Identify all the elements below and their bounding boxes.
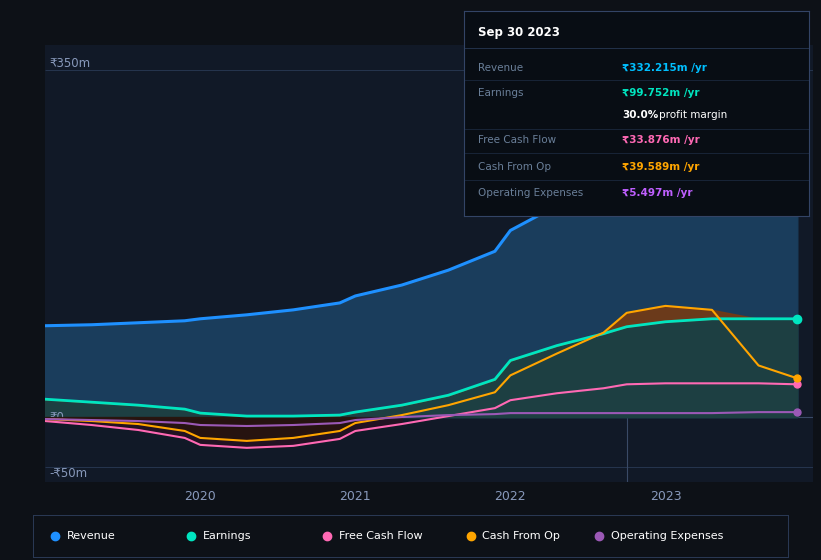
Text: Revenue: Revenue: [478, 63, 523, 73]
Text: Free Cash Flow: Free Cash Flow: [339, 531, 422, 541]
Text: Operating Expenses: Operating Expenses: [611, 531, 723, 541]
Text: Revenue: Revenue: [67, 531, 116, 541]
Text: ₹350m: ₹350m: [49, 57, 90, 69]
Text: ₹39.589m /yr: ₹39.589m /yr: [622, 161, 699, 171]
Text: ₹5.497m /yr: ₹5.497m /yr: [622, 188, 693, 198]
Text: 30.0%: 30.0%: [622, 110, 658, 120]
Text: Earnings: Earnings: [203, 531, 251, 541]
Text: Cash From Op: Cash From Op: [482, 531, 560, 541]
Text: Free Cash Flow: Free Cash Flow: [478, 135, 556, 145]
Text: ₹332.215m /yr: ₹332.215m /yr: [622, 63, 708, 73]
Text: profit margin: profit margin: [658, 110, 727, 120]
Text: ₹0: ₹0: [49, 410, 64, 423]
Text: Earnings: Earnings: [478, 88, 523, 98]
Text: Cash From Op: Cash From Op: [478, 161, 551, 171]
Text: Operating Expenses: Operating Expenses: [478, 188, 583, 198]
Text: ₹99.752m /yr: ₹99.752m /yr: [622, 88, 700, 98]
Text: ₹33.876m /yr: ₹33.876m /yr: [622, 135, 700, 145]
Text: Sep 30 2023: Sep 30 2023: [478, 26, 560, 39]
Text: -₹50m: -₹50m: [49, 466, 87, 480]
